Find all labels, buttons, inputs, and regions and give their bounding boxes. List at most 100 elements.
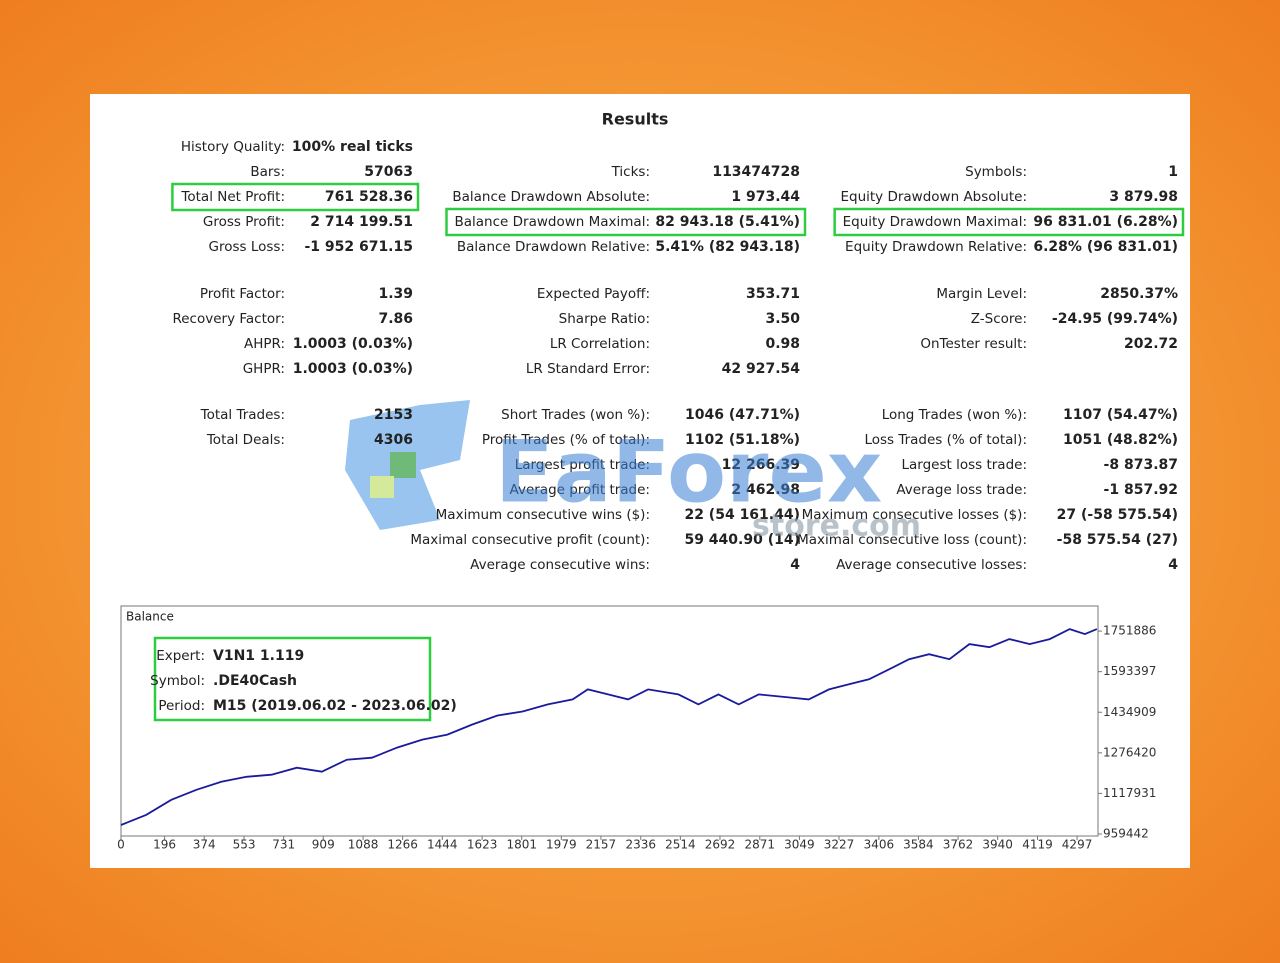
watermark-logo xyxy=(345,400,470,530)
info-value: V1N1 1.119 xyxy=(213,648,304,664)
stat-label: OnTester result: xyxy=(920,336,1027,352)
balance-chart: Balance 0 196 374 553 731 909 1088 1266 1444 1623… xyxy=(117,605,1156,852)
stat-value: 57063 xyxy=(364,164,413,180)
y-tick-label: 1276420 xyxy=(1103,745,1156,759)
stat-label: Margin Level: xyxy=(936,286,1027,302)
x-tick-label: 4119 xyxy=(1022,838,1053,852)
watermark-subtext: store.com xyxy=(752,509,921,544)
stat-value: 0.98 xyxy=(765,336,800,352)
stat-label: Maximum consecutive losses ($): xyxy=(802,507,1027,523)
info-value: .DE40Cash xyxy=(213,673,297,689)
x-tick-label: 731 xyxy=(272,838,295,852)
x-tick-label: 1623 xyxy=(467,838,498,852)
stat-value: 1107 (54.47%) xyxy=(1063,407,1178,423)
stat-value: 27 (-58 575.54) xyxy=(1057,507,1178,523)
x-tick-label: 3049 xyxy=(784,838,815,852)
stat-label: Profit Factor: xyxy=(200,286,285,302)
stat-label: Z-Score: xyxy=(971,311,1027,327)
stat-label: Balance Drawdown Maximal: xyxy=(455,214,651,230)
stat-label: Gross Profit: xyxy=(203,214,285,230)
stat-label: Equity Drawdown Maximal: xyxy=(843,214,1027,230)
stat-value: 113474728 xyxy=(712,164,800,180)
stat-label: Total Net Profit: xyxy=(180,189,285,205)
y-tick-label: 1593397 xyxy=(1103,664,1156,678)
stat-value: 42 927.54 xyxy=(722,361,801,377)
stat-label: Maximal consecutive profit (count): xyxy=(410,532,650,548)
x-tick-label: 1088 xyxy=(348,838,379,852)
stat-label: Equity Drawdown Relative: xyxy=(845,239,1027,255)
stat-value: -24.95 (99.74%) xyxy=(1052,311,1178,327)
stat-value: 59 440.90 (14) xyxy=(684,532,800,548)
stat-label: Average loss trade: xyxy=(896,482,1027,498)
balance-line xyxy=(120,628,1098,826)
stat-value: 1051 (48.82%) xyxy=(1063,432,1178,448)
stat-label: AHPR: xyxy=(244,336,285,352)
x-tick-label: 4297 xyxy=(1062,838,1093,852)
stat-value: 2 462.98 xyxy=(731,482,800,498)
stat-label: Gross Loss: xyxy=(209,239,286,255)
stat-value: 1.0003 (0.03%) xyxy=(293,336,413,352)
stat-label: Total Trades: xyxy=(200,407,285,423)
stat-value: 353.71 xyxy=(746,286,800,302)
x-tick-label: 3584 xyxy=(903,838,934,852)
stat-label: Maximal consecutive loss (count): xyxy=(797,532,1027,548)
stat-value: 202.72 xyxy=(1124,336,1178,352)
stat-label: Largest profit trade: xyxy=(515,457,650,473)
x-tick-label: 3940 xyxy=(982,838,1013,852)
stat-value: 2153 xyxy=(374,407,413,423)
stat-value: 4 xyxy=(1168,557,1178,573)
stat-value: 5.41% (82 943.18) xyxy=(655,239,800,255)
stat-value: 96 831.01 (6.28%) xyxy=(1033,214,1178,230)
y-tick-label: 1434909 xyxy=(1103,705,1156,719)
stat-label: Maximum consecutive wins ($): xyxy=(436,507,650,523)
stat-label: LR Correlation: xyxy=(550,336,650,352)
stat-value: 4 xyxy=(790,557,800,573)
x-tick-label: 1979 xyxy=(546,838,577,852)
stat-value: 1.39 xyxy=(378,286,413,302)
x-tick-label: 1266 xyxy=(387,838,418,852)
stat-value: 22 (54 161.44) xyxy=(684,507,800,523)
stat-value: 4306 xyxy=(374,432,413,448)
stat-value: -58 575.54 (27) xyxy=(1057,532,1178,548)
stat-label: Bars: xyxy=(250,164,285,180)
highlight-box xyxy=(171,182,420,212)
x-tick-label: 909 xyxy=(312,838,335,852)
stat-label: Balance Drawdown Absolute: xyxy=(452,189,650,205)
stat-value: 2850.37% xyxy=(1100,286,1178,302)
stat-label: Average profit trade: xyxy=(510,482,650,498)
x-tick-label: 1444 xyxy=(427,838,458,852)
stat-value: 2 714 199.51 xyxy=(310,214,413,230)
stat-value: 3.50 xyxy=(765,311,800,327)
watermark-text: EaForex xyxy=(495,422,882,522)
stat-value: 1 973.44 xyxy=(731,189,800,205)
stat-value: 761 528.36 xyxy=(325,189,413,205)
stat-label: Sharpe Ratio: xyxy=(559,311,650,327)
stat-value: 7.86 xyxy=(378,311,413,327)
stat-label: Total Deals: xyxy=(206,432,285,448)
x-tick-label: 196 xyxy=(153,838,176,852)
x-tick-label: 0 xyxy=(117,838,125,852)
stat-value: 82 943.18 (5.41%) xyxy=(655,214,800,230)
x-tick-label: 374 xyxy=(193,838,216,852)
info-value: M15 (2019.06.02 - 2023.06.02) xyxy=(213,698,457,714)
x-tick-label: 3762 xyxy=(943,838,974,852)
stat-value: -1 857.92 xyxy=(1104,482,1178,498)
chart-title: Balance xyxy=(126,610,174,624)
x-tick-label: 2157 xyxy=(586,838,617,852)
stat-label: Symbols: xyxy=(965,164,1027,180)
x-tick-label: 2871 xyxy=(745,838,776,852)
stat-value: -1 952 671.15 xyxy=(304,239,413,255)
stat-value: 1102 (51.18%) xyxy=(685,432,800,448)
x-tick-label: 3406 xyxy=(864,838,895,852)
highlight-box xyxy=(445,207,807,237)
stat-label: Largest loss trade: xyxy=(901,457,1027,473)
x-tick-label: 2336 xyxy=(625,838,656,852)
stat-value: 1046 (47.71%) xyxy=(685,407,800,423)
x-tick-label: 2692 xyxy=(705,838,736,852)
stat-label: Ticks: xyxy=(611,164,650,180)
stat-value: 3 879.98 xyxy=(1109,189,1178,205)
stat-value: 6.28% (96 831.01) xyxy=(1033,239,1178,255)
stat-label: History Quality: xyxy=(181,139,285,155)
stat-label: Recovery Factor: xyxy=(172,311,285,327)
